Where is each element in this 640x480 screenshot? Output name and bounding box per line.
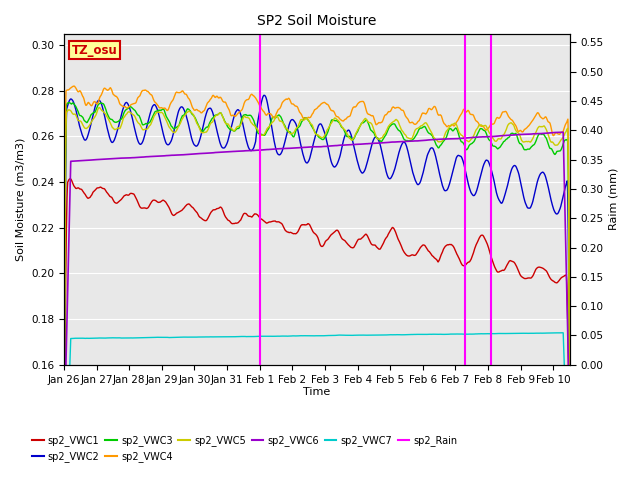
sp2_VWC2 bbox=[285, 121, 293, 127]
sp2_VWC1 bbox=[285, 230, 293, 236]
sp2_VWC3 bbox=[348, 137, 356, 143]
sp2_VWC6 bbox=[348, 142, 356, 148]
sp2_VWC3 bbox=[275, 112, 283, 118]
sp2_VWC6 bbox=[559, 129, 567, 135]
sp2_VWC5 bbox=[348, 137, 356, 143]
sp2_VWC6 bbox=[60, 443, 68, 449]
sp2_VWC6 bbox=[285, 145, 293, 151]
sp2_VWC7 bbox=[294, 333, 302, 339]
sp2_VWC4 bbox=[100, 86, 108, 92]
sp2_VWC4 bbox=[70, 83, 78, 89]
sp2_VWC6 bbox=[275, 146, 282, 152]
Y-axis label: Soil Moisture (m3/m3): Soil Moisture (m3/m3) bbox=[15, 137, 26, 261]
Text: TZ_osu: TZ_osu bbox=[72, 44, 117, 57]
sp2_VWC3 bbox=[100, 101, 108, 107]
sp2_VWC3 bbox=[65, 100, 72, 106]
sp2_VWC1 bbox=[100, 186, 108, 192]
sp2_VWC4 bbox=[285, 96, 293, 102]
Line: sp2_VWC2: sp2_VWC2 bbox=[64, 95, 570, 480]
sp2_VWC5 bbox=[95, 105, 103, 110]
Legend: sp2_VWC1, sp2_VWC2, sp2_VWC3, sp2_VWC4, sp2_VWC5, sp2_VWC6, sp2_VWC7, sp2_Rain: sp2_VWC1, sp2_VWC2, sp2_VWC3, sp2_VWC4, … bbox=[28, 432, 461, 466]
sp2_VWC1 bbox=[294, 228, 302, 234]
Line: sp2_VWC4: sp2_VWC4 bbox=[64, 86, 570, 480]
Line: sp2_VWC3: sp2_VWC3 bbox=[64, 103, 570, 480]
sp2_VWC2 bbox=[275, 152, 283, 157]
sp2_VWC2 bbox=[348, 135, 356, 141]
Line: sp2_VWC5: sp2_VWC5 bbox=[64, 108, 570, 480]
Line: sp2_VWC7: sp2_VWC7 bbox=[64, 333, 570, 480]
X-axis label: Time: Time bbox=[303, 387, 330, 397]
sp2_VWC3 bbox=[566, 479, 573, 480]
sp2_VWC1 bbox=[66, 176, 74, 181]
sp2_VWC7 bbox=[285, 333, 293, 339]
sp2_VWC6 bbox=[566, 413, 573, 419]
sp2_VWC6 bbox=[120, 155, 127, 161]
sp2_VWC6 bbox=[294, 145, 302, 151]
sp2_VWC3 bbox=[120, 110, 128, 116]
sp2_VWC5 bbox=[275, 117, 283, 122]
sp2_VWC5 bbox=[120, 115, 128, 120]
sp2_VWC7 bbox=[558, 330, 566, 336]
sp2_VWC4 bbox=[348, 107, 356, 113]
sp2_VWC4 bbox=[275, 107, 283, 112]
sp2_VWC5 bbox=[566, 474, 573, 480]
sp2_VWC4 bbox=[120, 104, 128, 109]
Y-axis label: Raim (mm): Raim (mm) bbox=[609, 168, 619, 230]
sp2_VWC1 bbox=[348, 245, 356, 251]
sp2_VWC7 bbox=[99, 335, 107, 341]
sp2_VWC6 bbox=[99, 156, 107, 162]
sp2_VWC1 bbox=[120, 193, 128, 199]
sp2_VWC2 bbox=[99, 107, 107, 113]
sp2_VWC5 bbox=[294, 122, 302, 128]
sp2_VWC7 bbox=[275, 333, 282, 339]
sp2_VWC2 bbox=[120, 104, 127, 110]
sp2_VWC7 bbox=[348, 333, 356, 338]
sp2_VWC5 bbox=[285, 130, 293, 135]
sp2_VWC4 bbox=[566, 452, 573, 458]
sp2_VWC5 bbox=[100, 109, 108, 115]
sp2_VWC3 bbox=[285, 129, 293, 134]
sp2_VWC4 bbox=[294, 107, 302, 112]
Line: sp2_VWC6: sp2_VWC6 bbox=[64, 132, 570, 446]
Line: sp2_VWC1: sp2_VWC1 bbox=[64, 179, 570, 480]
Title: SP2 Soil Moisture: SP2 Soil Moisture bbox=[257, 14, 376, 28]
sp2_VWC3 bbox=[294, 124, 302, 130]
sp2_VWC1 bbox=[275, 219, 283, 225]
sp2_VWC2 bbox=[294, 130, 302, 136]
sp2_VWC2 bbox=[260, 92, 268, 98]
sp2_VWC7 bbox=[120, 335, 127, 341]
